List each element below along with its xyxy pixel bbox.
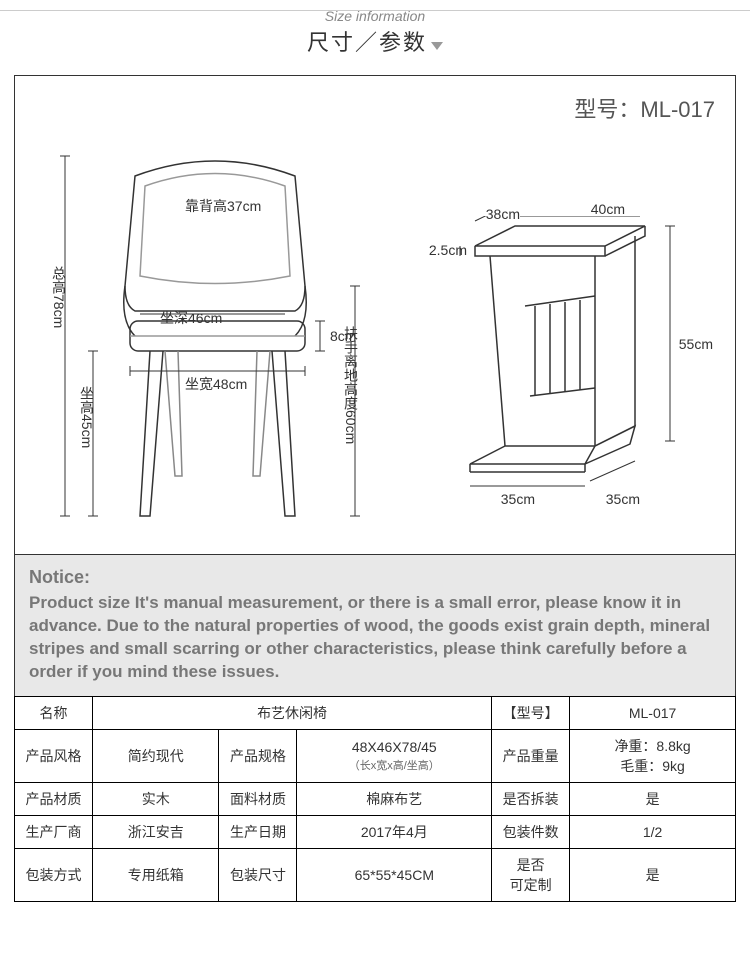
notice-title: Notice: — [29, 567, 721, 588]
spec-label: 是否拆装 — [492, 782, 570, 815]
model-number: 型号：ML-017 — [574, 92, 715, 124]
chevron-down-icon — [431, 42, 443, 50]
spec-label: 产品重量 — [492, 729, 570, 782]
dim-armrest-height: 扶手离地高度60cm — [341, 326, 361, 444]
spec-value: 65*55*45CM — [297, 848, 492, 901]
dim-back-height: 靠背高37cm — [185, 196, 261, 216]
spec-value: 布艺休闲椅 — [93, 696, 492, 729]
spec-value: 简约现代 — [93, 729, 219, 782]
spec-value: ML-017 — [570, 696, 736, 729]
dim-top-depth: 38cm — [486, 206, 520, 222]
dim-seat-height: 坐高45cm — [77, 386, 97, 448]
spec-value: 棉麻布艺 — [297, 782, 492, 815]
dim-base-width: 35cm — [606, 491, 640, 507]
table-row: 包装方式 专用纸箱 包装尺寸 65*55*45CM 是否 可定制 是 — [15, 848, 736, 901]
header-english: Size information — [0, 8, 750, 24]
spec-value: 48X46X78/45 （长x宽x高/坐高） — [297, 729, 492, 782]
spec-label: 产品风格 — [15, 729, 93, 782]
table-row: 产品材质 实木 面料材质 棉麻布艺 是否拆装 是 — [15, 782, 736, 815]
spec-value: 是 — [570, 782, 736, 815]
header-chinese: 尺寸／参数 — [307, 25, 427, 61]
table-row: 产品风格 简约现代 产品规格 48X46X78/45 （长x宽x高/坐高） 产品… — [15, 729, 736, 782]
dim-table-height: 55cm — [679, 336, 713, 352]
notice-panel: Notice: Product size It's manual measure… — [14, 555, 736, 696]
spec-value: 1/2 — [570, 815, 736, 848]
dim-base-depth: 35cm — [501, 491, 535, 507]
side-table-diagram — [435, 216, 695, 516]
spec-value: 实木 — [93, 782, 219, 815]
spec-label: 产品规格 — [219, 729, 297, 782]
dim-top-width: 40cm — [591, 201, 625, 217]
spec-value: 是 — [570, 848, 736, 901]
spec-value: 浙江安吉 — [93, 815, 219, 848]
dim-total-height: 总高78cm — [49, 266, 69, 328]
spec-label: 是否 可定制 — [492, 848, 570, 901]
notice-body: Product size It's manual measurement, or… — [29, 592, 721, 684]
specs-table: 名称 布艺休闲椅 【型号】 ML-017 产品风格 简约现代 产品规格 48X4… — [14, 696, 736, 902]
spec-label: 包装尺寸 — [219, 848, 297, 901]
table-row: 名称 布艺休闲椅 【型号】 ML-017 — [15, 696, 736, 729]
spec-label: 名称 — [15, 696, 93, 729]
spec-value: 专用纸箱 — [93, 848, 219, 901]
dim-thickness: 2.5cm — [429, 242, 467, 258]
spec-label: 生产日期 — [219, 815, 297, 848]
dimension-diagram: 型号：ML-017 — [14, 75, 736, 555]
dim-seat-depth: 坐深46cm — [160, 308, 222, 328]
spec-value: 净重：8.8kg 毛重：9kg — [570, 729, 736, 782]
dim-seat-width: 坐宽48cm — [185, 374, 247, 394]
spec-label: 生产厂商 — [15, 815, 93, 848]
spec-label: 【型号】 — [492, 696, 570, 729]
spec-label: 包装件数 — [492, 815, 570, 848]
spec-label: 产品材质 — [15, 782, 93, 815]
table-row: 生产厂商 浙江安吉 生产日期 2017年4月 包装件数 1/2 — [15, 815, 736, 848]
spec-label: 包装方式 — [15, 848, 93, 901]
section-header: Size information 尺寸／参数 — [0, 0, 750, 65]
spec-label: 面料材质 — [219, 782, 297, 815]
spec-value: 2017年4月 — [297, 815, 492, 848]
